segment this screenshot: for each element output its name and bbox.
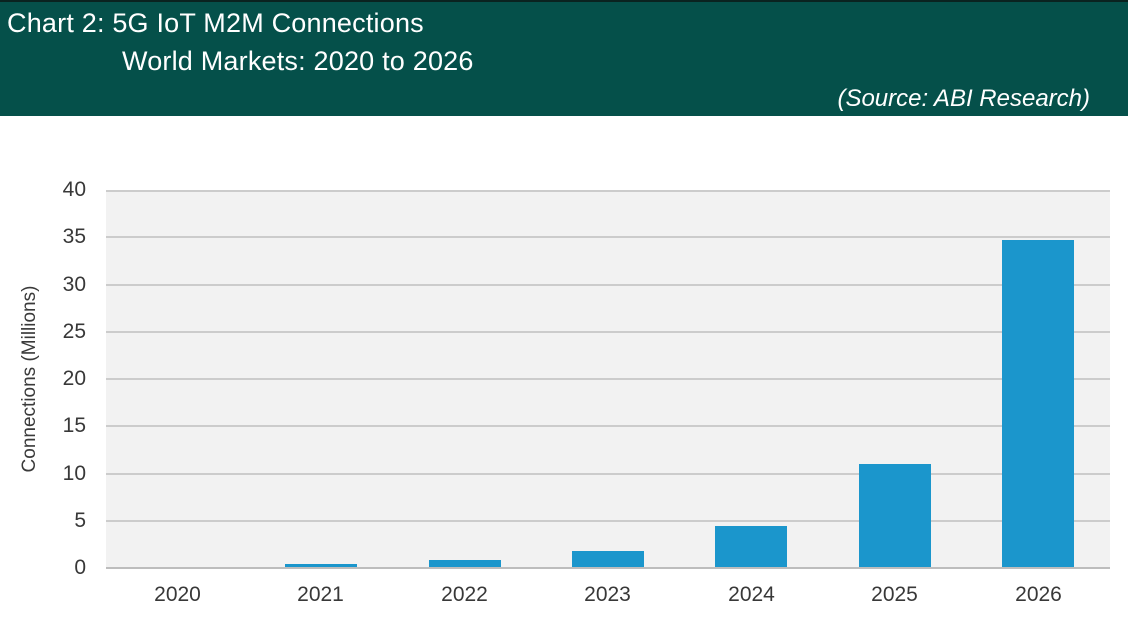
bar-2025 [859, 464, 931, 568]
bar-2026 [1002, 240, 1074, 568]
chart-title-line1: Chart 2: 5G IoT M2M Connections [7, 8, 424, 38]
y-tick-label: 5 [74, 509, 86, 532]
y-tick-label: 40 [62, 178, 86, 201]
x-tick-label: 2026 [1015, 583, 1062, 606]
gridline [106, 331, 1110, 333]
gridline [106, 378, 1110, 380]
header-banner: Chart 2: 5G IoT M2M Connections World Ma… [0, 0, 1128, 116]
y-tick-label: 20 [62, 367, 86, 390]
y-tick-label: 30 [62, 273, 86, 296]
x-tick-label: 2025 [871, 583, 918, 606]
gridline [106, 473, 1110, 475]
x-tick-label: 2021 [297, 583, 344, 606]
y-tick-label: 15 [62, 414, 86, 437]
source-attribution: (Source: ABI Research) [837, 85, 1090, 112]
chart-title-line2: World Markets: 2020 to 2026 [122, 46, 474, 76]
plot-area [106, 190, 1110, 569]
bar-2021 [285, 564, 357, 568]
y-tick-label: 10 [62, 462, 86, 485]
y-tick-label: 35 [62, 225, 86, 248]
x-tick-label: 2022 [441, 583, 488, 606]
bar-2023 [572, 551, 644, 568]
gridline [106, 520, 1110, 522]
bar-2022 [429, 560, 501, 568]
y-tick-label: 25 [62, 320, 86, 343]
y-tick-label: 0 [74, 556, 86, 579]
bar-2024 [715, 526, 787, 568]
x-tick-label: 2024 [728, 583, 775, 606]
x-tick-label: 2020 [154, 583, 201, 606]
gridline [106, 284, 1110, 286]
x-axis-baseline [106, 567, 1110, 569]
gridline [106, 236, 1110, 238]
gridline [106, 190, 1110, 192]
x-tick-label: 2023 [584, 583, 631, 606]
gridline [106, 425, 1110, 427]
